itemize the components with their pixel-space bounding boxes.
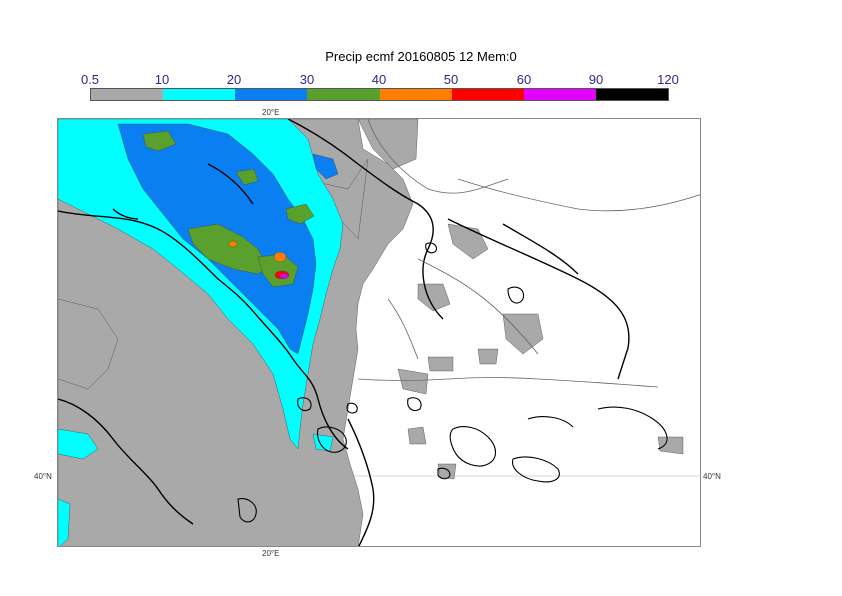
legend-labels: 0.5 10 20 30 40 50 60 90 120 [0, 72, 842, 88]
legend-swatch-1 [163, 89, 236, 100]
legend-label-0: 0.5 [80, 72, 100, 87]
legend-swatch-7 [595, 89, 668, 100]
precip-band-green [142, 130, 315, 288]
legend-label-7: 90 [588, 72, 604, 87]
precip-map [57, 118, 701, 547]
map-canvas [58, 119, 700, 546]
legend-label-3: 30 [299, 72, 315, 87]
chart-title: Precip ecmf 20160805 12 Mem:0 [325, 49, 517, 64]
legend-label-8: 120 [657, 72, 679, 87]
legend-label-2: 20 [226, 72, 242, 87]
legend-swatch-0 [91, 89, 164, 100]
precip-band-magenta [279, 273, 289, 279]
islands [237, 242, 668, 523]
legend-swatch-5 [451, 89, 524, 100]
borders [357, 119, 700, 388]
lon-label-bottom: 20°E [262, 549, 280, 558]
legend-swatch-6 [523, 89, 596, 100]
coastlines [58, 119, 630, 546]
legend-label-5: 50 [443, 72, 459, 87]
precip-band-orange [228, 240, 287, 263]
legend-swatch-4 [379, 89, 452, 100]
legend-label-6: 60 [516, 72, 532, 87]
legend-swatch-3 [307, 89, 380, 100]
lon-label-top: 20°E [262, 108, 280, 117]
legend-swatch-2 [235, 89, 308, 100]
legend-label-4: 40 [371, 72, 387, 87]
lat-label-left: 40°N [34, 472, 52, 481]
color-legend-bar [90, 88, 669, 101]
legend-label-1: 10 [154, 72, 170, 87]
lat-label-right: 40°N [703, 472, 721, 481]
